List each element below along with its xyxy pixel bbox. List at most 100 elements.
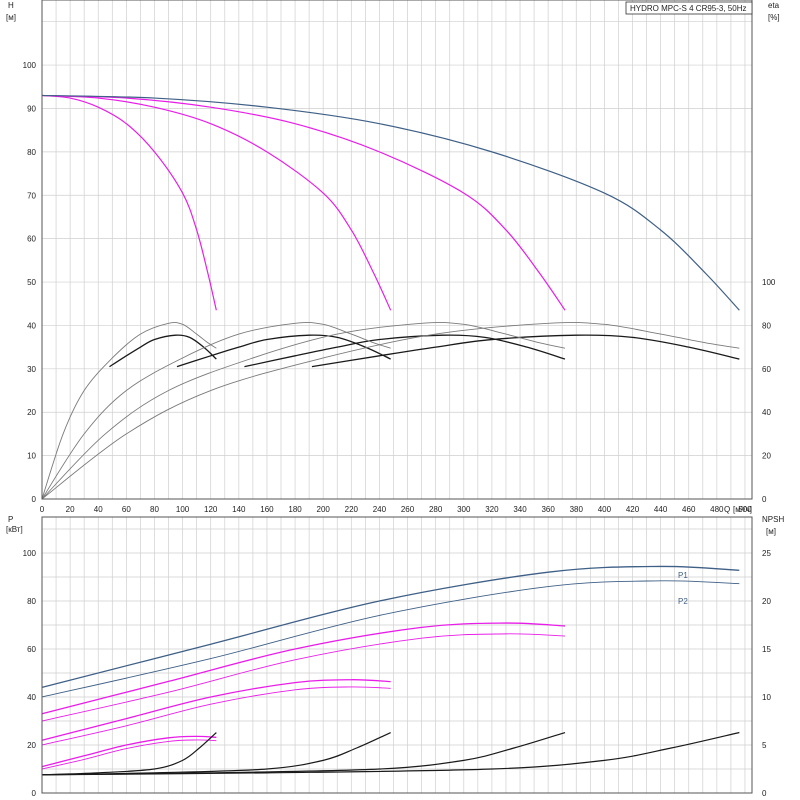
- y-left-tick-label: 20: [27, 408, 36, 417]
- top-ylabel-left: H: [8, 1, 14, 10]
- x-tick-label: 140: [232, 505, 246, 514]
- p-tick-label: 0: [32, 789, 37, 798]
- x-tick-label: 0: [40, 505, 45, 514]
- x-tick-label: 60: [122, 505, 131, 514]
- npsh-tick-label: 15: [762, 645, 771, 654]
- y-left-tick-label: 90: [27, 104, 36, 113]
- y-right-tick-label: 0: [762, 495, 767, 504]
- x-tick-label: 260: [401, 505, 415, 514]
- x-tick-label: 120: [204, 505, 218, 514]
- y-right-tick-label: 40: [762, 408, 771, 417]
- top-panel-frame: [41, 0, 753, 500]
- x-tick-label: 460: [682, 505, 696, 514]
- y-left-tick-label: 50: [27, 278, 36, 287]
- x-tick-label: 480: [710, 505, 724, 514]
- p-tick-label: 100: [23, 549, 37, 558]
- y-left-tick-label: 70: [27, 191, 36, 200]
- y-left-tick-label: 60: [27, 235, 36, 244]
- npsh-curve-1-pump: [41, 732, 217, 776]
- eta_system-curve-2-pump: [176, 334, 391, 368]
- x-tick-label: 100: [176, 505, 190, 514]
- y-left-tick-label: 0: [32, 495, 37, 504]
- title-box: [625, 1, 753, 15]
- x-tick-label: 380: [570, 505, 584, 514]
- head-curve-1-pump: [41, 94, 217, 311]
- eta_pump-curve-1-pump: [41, 321, 217, 500]
- bottom-panel-grid: [42, 517, 752, 793]
- p-tick-label: 20: [27, 741, 36, 750]
- p1-curve-3-pump: [41, 622, 566, 715]
- head-curve-3-pump: [41, 94, 566, 311]
- bottom-panel-series: [41, 565, 740, 776]
- x-tick-label: 500: [738, 505, 752, 514]
- x-tick-label: 220: [345, 505, 359, 514]
- x-tick-label: 200: [317, 505, 331, 514]
- y-left-tick-label: 100: [23, 61, 37, 70]
- x-tick-label: 320: [485, 505, 499, 514]
- y-left-tick-label: 10: [27, 452, 36, 461]
- p1-label: P1: [678, 571, 688, 580]
- y-right-tick-label: 60: [762, 365, 771, 374]
- y-right-tick-label: 80: [762, 321, 771, 330]
- p-tick-label: 60: [27, 645, 36, 654]
- x-tick-label: 240: [373, 505, 387, 514]
- p2-label: P2: [678, 597, 688, 606]
- x-tick-label: 280: [429, 505, 443, 514]
- bottom-yunit-left: [кВт]: [6, 525, 23, 534]
- x-tick-label: 420: [626, 505, 640, 514]
- y-left-tick-label: 30: [27, 365, 36, 374]
- top-ylabel-right: eta: [768, 1, 780, 10]
- npsh-tick-label: 0: [762, 789, 767, 798]
- eta_system-curve-4-pump: [311, 334, 740, 368]
- eta_pump-curve-2-pump: [41, 321, 391, 500]
- eta_pump-curve-3-pump: [41, 321, 566, 500]
- tick-labels: 0 20 40 60 80 100 120 140 160 180 200 220 240 260 280 3…: [23, 61, 776, 798]
- top-yunit-left: [м]: [6, 13, 16, 22]
- eta_pump-curve-4-pump: [41, 321, 740, 500]
- top-xunit: [м³/ч]: [733, 505, 752, 514]
- bottom-panel-frame: [41, 516, 753, 794]
- head-curve-4-pump: [41, 94, 740, 311]
- p2-curve-4-pump: [41, 580, 740, 698]
- top-xlabel: Q: [724, 505, 730, 514]
- y-right-tick-label: 100: [762, 278, 776, 287]
- bottom-ylabel-right: NPSH: [762, 515, 784, 524]
- x-tick-label: 340: [513, 505, 527, 514]
- x-tick-label: 20: [66, 505, 75, 514]
- p1-curve-4-pump: [41, 565, 740, 689]
- chart-title: HYDRO MPC-S 4 CR95-3, 50Hz: [630, 4, 746, 13]
- eta_system-curve-1-pump: [109, 334, 217, 368]
- x-tick-label: 160: [260, 505, 274, 514]
- x-tick-label: 440: [654, 505, 668, 514]
- x-tick-label: 400: [598, 505, 612, 514]
- bottom-ylabel-left: P: [8, 515, 13, 524]
- p2-curve-3-pump: [41, 633, 566, 722]
- p2-curve-1-pump: [41, 739, 217, 770]
- x-tick-label: 180: [288, 505, 302, 514]
- p1-curve-1-pump: [41, 735, 217, 768]
- npsh-tick-label: 5: [762, 741, 767, 750]
- top-panel-grid: [42, 0, 752, 499]
- npsh-tick-label: 25: [762, 549, 771, 558]
- head-curve-2-pump: [41, 94, 392, 311]
- p1-curve-2-pump: [41, 679, 391, 741]
- p2-curve-2-pump: [41, 686, 391, 746]
- npsh-tick-label: 10: [762, 693, 771, 702]
- x-tick-label: 300: [457, 505, 471, 514]
- npsh-curve-4-pump: [41, 731, 740, 776]
- p-tick-label: 40: [27, 693, 36, 702]
- top-panel-series: [41, 94, 740, 500]
- npsh-tick-label: 20: [762, 597, 771, 606]
- top-yunit-right: [%]: [768, 13, 780, 22]
- x-tick-label: 40: [94, 505, 103, 514]
- p-tick-label: 80: [27, 597, 36, 606]
- x-tick-label: 80: [150, 505, 159, 514]
- eta_system-curve-3-pump: [244, 334, 566, 368]
- y-left-tick-label: 40: [27, 321, 36, 330]
- y-right-tick-label: 20: [762, 452, 771, 461]
- y-left-tick-label: 80: [27, 148, 36, 157]
- x-tick-label: 360: [541, 505, 555, 514]
- npsh-curve-3-pump: [41, 731, 566, 776]
